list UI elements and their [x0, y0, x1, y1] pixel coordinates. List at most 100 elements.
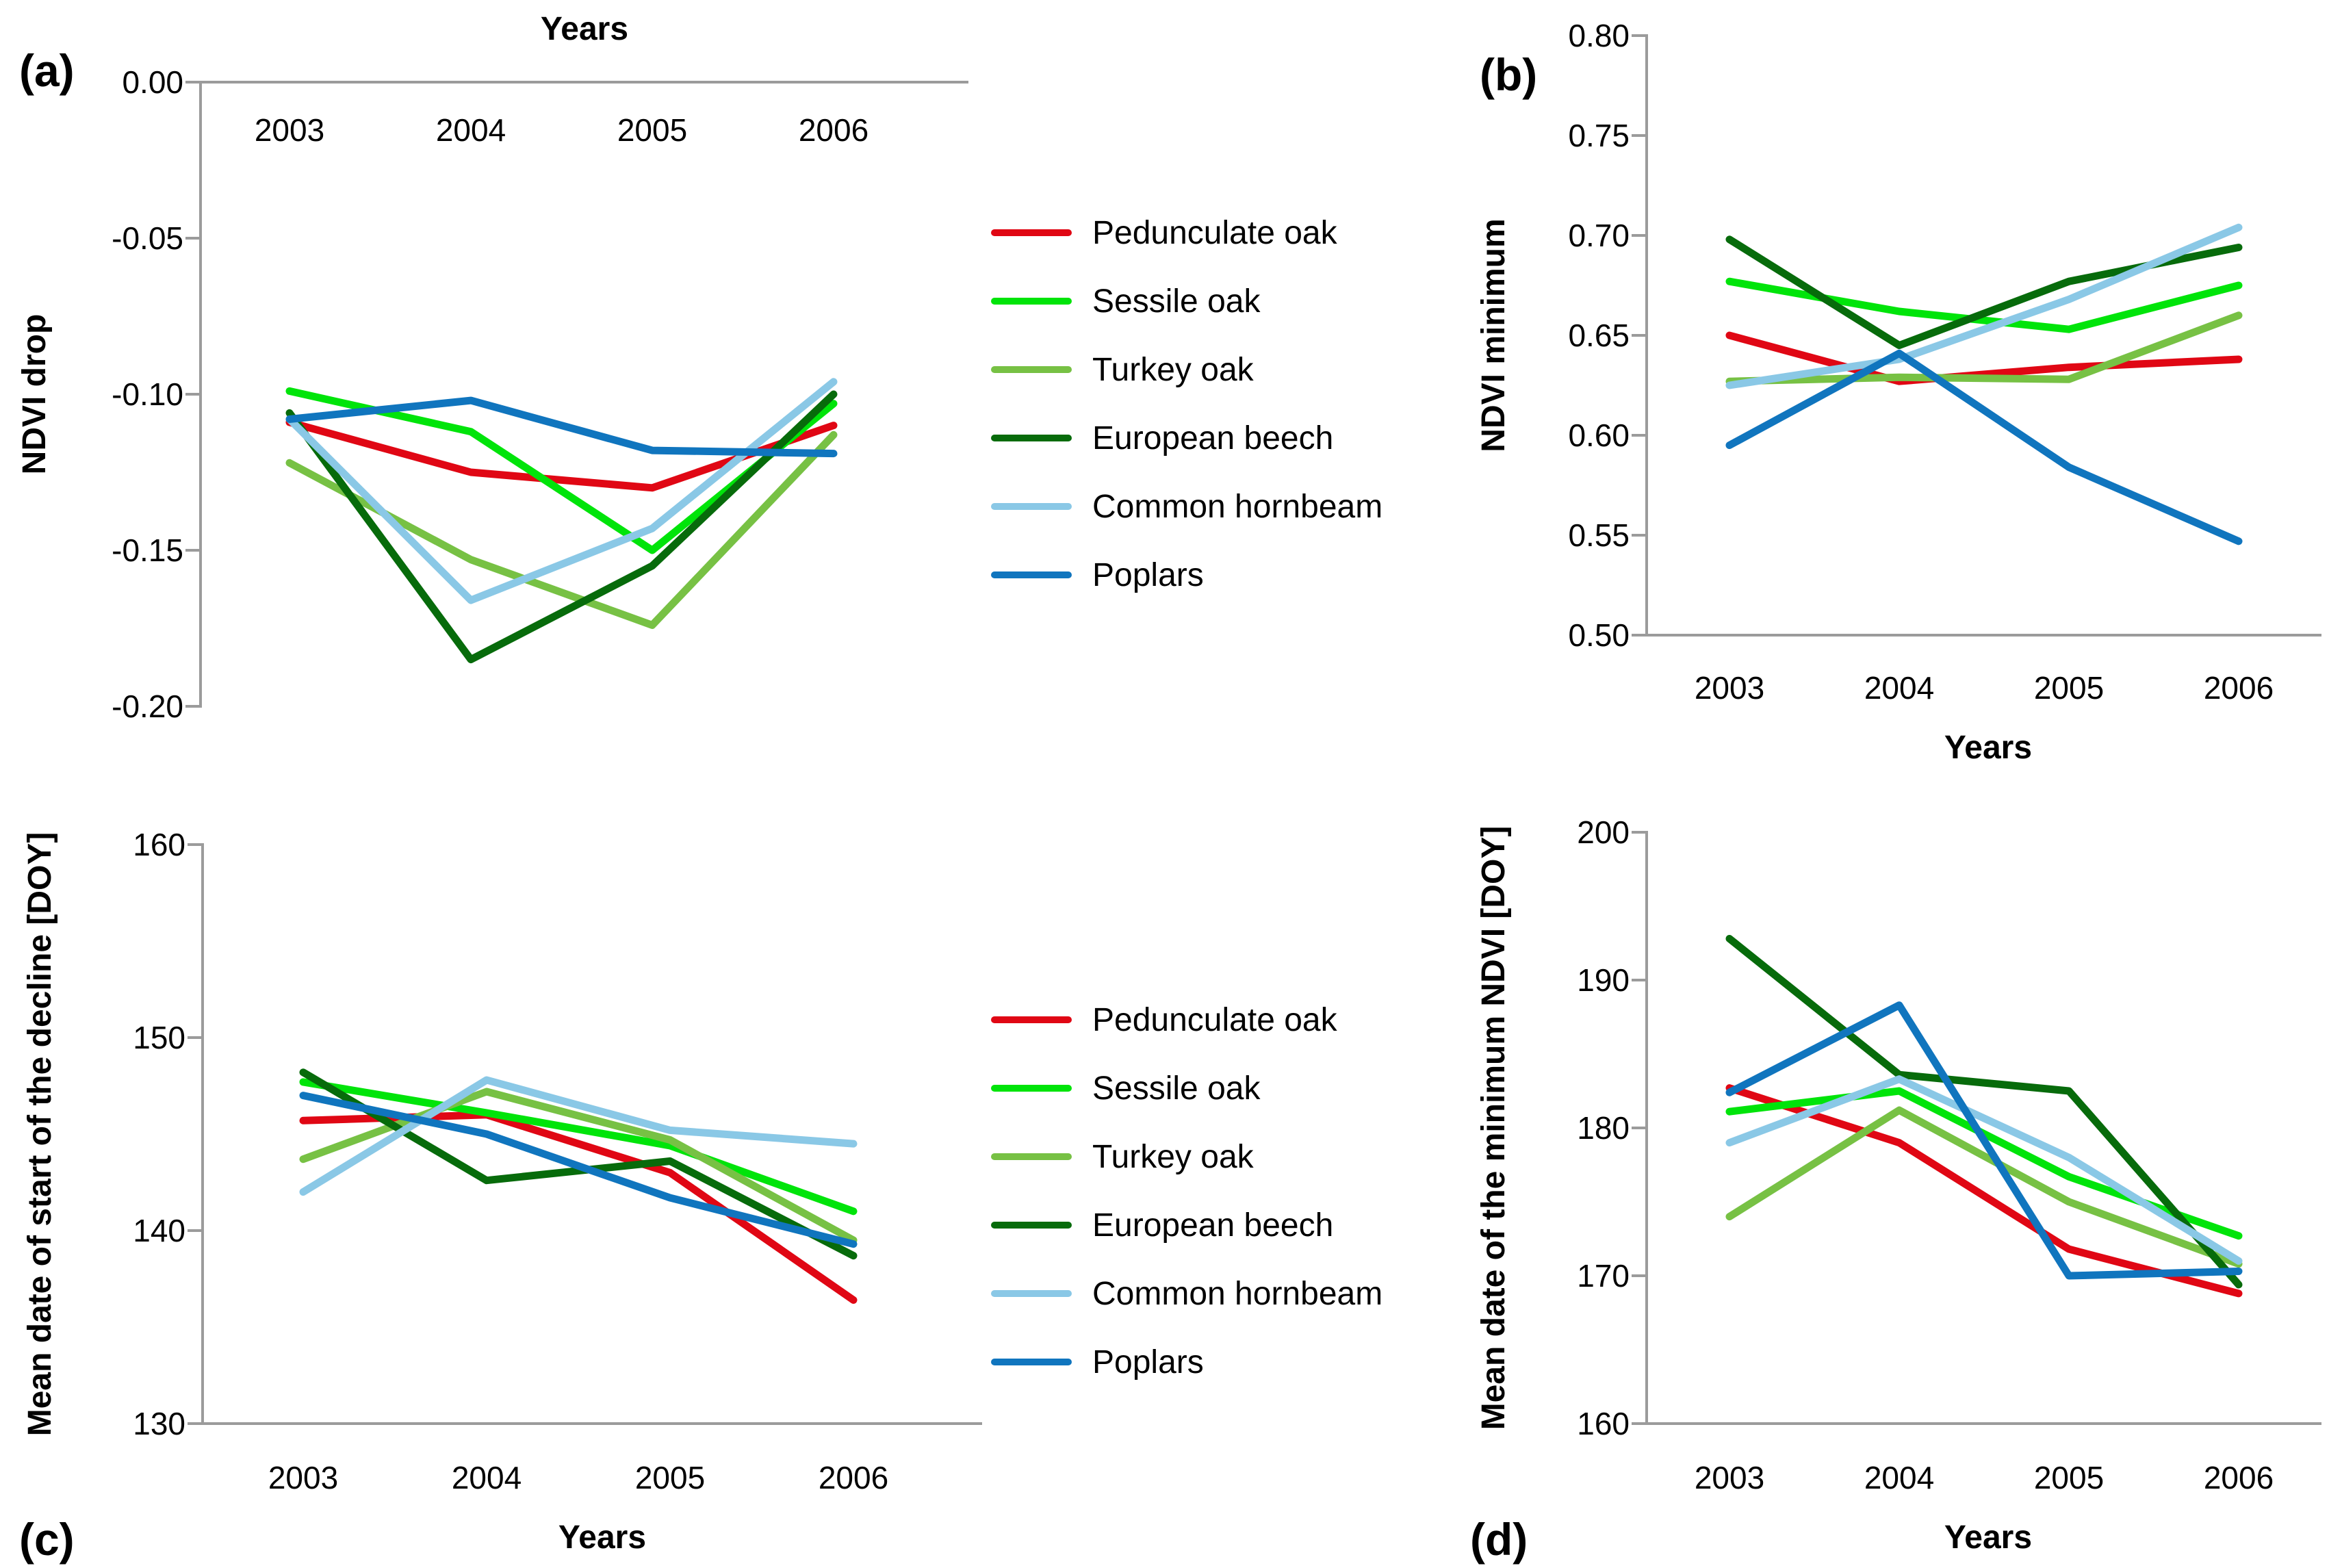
- legend-label-poplars: Poplars: [1092, 556, 1204, 593]
- panel-b-y-tick-label: 0.80: [1568, 18, 1630, 53]
- panel-b-x-tick-label: 2005: [2034, 670, 2104, 706]
- panel-c: 160 150 140 130 2003 2004 2005 2006 Years Mean da…: [19, 827, 982, 1565]
- panel-b-series-common-hornbeam: [1725, 223, 2243, 389]
- panel-a-y-axis-title: NDVI drop: [16, 314, 53, 475]
- legend-item-common-hornbeam: Common hornbeam: [991, 1259, 1382, 1328]
- panel-d-y-tick-label: 190: [1577, 962, 1630, 998]
- panel-d-series-common-hornbeam: [1725, 1075, 2243, 1265]
- panel-d-x-tick-label: 2006: [2204, 1460, 2274, 1495]
- panel-a-x-tick-label: 2006: [799, 112, 868, 148]
- panel-a-y-tick-label: -0.10: [112, 376, 183, 412]
- panel-b-series-pedunculate-oak: [1725, 331, 2243, 385]
- panel-c-series-sessile-oak: [299, 1078, 858, 1216]
- legend-swatch-common-hornbeam: [991, 1290, 1072, 1297]
- legend-label-sessile-oak: Sessile oak: [1092, 283, 1261, 320]
- legend-item-poplars: Poplars: [991, 1328, 1382, 1396]
- panel-b-y-tick-label: 0.75: [1568, 118, 1630, 153]
- legend-label-common-hornbeam: Common hornbeam: [1092, 1275, 1383, 1312]
- legend-swatch-european-beech: [991, 1222, 1072, 1229]
- panel-c-y-tick-label: 160: [133, 827, 185, 862]
- legend-item-turkey-oak: Turkey oak: [991, 1122, 1382, 1191]
- panel-d-y-tick-label: 170: [1577, 1258, 1630, 1294]
- panel-d-y-tick-label: 160: [1577, 1406, 1630, 1441]
- panel-b-x-axis-title: Years: [1944, 730, 2032, 766]
- legend-swatch-turkey-oak: [991, 366, 1072, 373]
- panel-b-x-tick-label: 2006: [2204, 670, 2274, 706]
- panel-b-series-turkey-oak: [1725, 311, 2243, 385]
- panel-c-letter: (c): [19, 1514, 75, 1565]
- panel-b-y-tick-label: 0.60: [1568, 417, 1630, 453]
- panel-b-y-tick-label: 0.70: [1568, 218, 1630, 253]
- panel-b-x-tick-label: 2003: [1695, 670, 1764, 706]
- panel-d-y-tick-label: 180: [1577, 1110, 1630, 1146]
- panel-c-y-tick-label: 150: [133, 1020, 185, 1055]
- panel-a-y-tick-label: -0.20: [112, 689, 183, 724]
- panel-a-y-tick-label: -0.05: [112, 220, 183, 256]
- panel-a-letter: (a): [19, 45, 75, 96]
- panel-a-x-tick-label: 2003: [255, 112, 324, 148]
- panel-d-x-axis-title: Years: [1944, 1519, 2032, 1556]
- legend-label-poplars: Poplars: [1092, 1344, 1204, 1380]
- legend-item-common-hornbeam: Common hornbeam: [991, 472, 1382, 541]
- legend-label-european-beech: European beech: [1092, 1207, 1334, 1244]
- panel-a-x-tick-label: 2005: [617, 112, 687, 148]
- legend-top: Pedunculate oak Sessile oak Turkey oak E…: [991, 198, 1382, 609]
- legend-swatch-pedunculate-oak: [991, 229, 1072, 236]
- panel-a-series-european-beech: [285, 390, 838, 664]
- panel-d-x-tick-label: 2003: [1695, 1460, 1764, 1495]
- legend-item-turkey-oak: Turkey oak: [991, 335, 1382, 404]
- panel-c-x-tick-label: 2004: [452, 1460, 522, 1495]
- panel-d-x-tick-label: 2004: [1864, 1460, 1934, 1495]
- legend-swatch-poplars: [991, 571, 1072, 578]
- legend-item-european-beech: European beech: [991, 404, 1382, 472]
- legend-label-pedunculate-oak: Pedunculate oak: [1092, 214, 1337, 251]
- panel-a-x-tick-label: 2004: [436, 112, 506, 148]
- panel-c-y-tick-label: 130: [133, 1406, 185, 1441]
- panel-b-letter: (b): [1480, 49, 1537, 100]
- legend-label-pedunculate-oak: Pedunculate oak: [1092, 1001, 1337, 1038]
- panel-c-x-tick-label: 2006: [819, 1460, 888, 1495]
- panel-a-y-tick-label: 0.00: [122, 64, 183, 100]
- panel-b-y-tick-label: 0.50: [1568, 617, 1630, 653]
- legend-swatch-sessile-oak: [991, 298, 1072, 305]
- panel-c-x-axis-title: Years: [558, 1519, 646, 1556]
- panel-c-series-common-hornbeam: [299, 1076, 858, 1196]
- legend-item-pedunculate-oak: Pedunculate oak: [991, 198, 1382, 267]
- legend-swatch-sessile-oak: [991, 1085, 1072, 1092]
- legend-item-sessile-oak: Sessile oak: [991, 1054, 1382, 1122]
- panel-b-series-poplars: [1725, 349, 2243, 545]
- panel-d-letter: (d): [1470, 1514, 1528, 1565]
- panel-a: 0.00 -0.05 -0.10 -0.15 -0.20 2003 2004 2005 2006…: [16, 11, 968, 724]
- panel-d-series-european-beech: [1725, 935, 2243, 1289]
- panel-d: 200 190 180 170 160 2003 2004 2005 2006 Years Mean…: [1470, 814, 2321, 1565]
- panel-d-x-tick-label: 2005: [2034, 1460, 2104, 1495]
- panel-b: 0.80 0.75 0.70 0.65 0.60 0.55 0.50 2003 2004 2005…: [1476, 18, 2321, 766]
- panel-b-y-tick-label: 0.55: [1568, 517, 1630, 553]
- panel-d-series-poplars: [1725, 1001, 2243, 1280]
- panel-c-y-axis-title: Mean date of start of the decline [DOY]: [22, 832, 58, 1437]
- panel-b-x-tick-label: 2004: [1864, 670, 1934, 706]
- legend-swatch-turkey-oak: [991, 1153, 1072, 1160]
- panel-d-series-turkey-oak: [1725, 1106, 2243, 1268]
- legend-item-sessile-oak: Sessile oak: [991, 267, 1382, 335]
- legend-label-turkey-oak: Turkey oak: [1092, 351, 1254, 388]
- panel-a-series-poplars: [285, 396, 838, 458]
- panel-c-series-european-beech: [299, 1068, 858, 1260]
- legend-swatch-european-beech: [991, 435, 1072, 441]
- panel-d-y-axis-title: Mean date of the minimum NDVI [DOY]: [1476, 826, 1512, 1430]
- panel-d-y-tick-label: 200: [1577, 814, 1630, 850]
- panel-b-y-axis-title: NDVI minimum: [1476, 218, 1512, 452]
- legend-item-european-beech: European beech: [991, 1191, 1382, 1259]
- legend-item-pedunculate-oak: Pedunculate oak: [991, 986, 1382, 1054]
- panel-c-y-tick-label: 140: [133, 1213, 185, 1248]
- legend-label-turkey-oak: Turkey oak: [1092, 1138, 1254, 1175]
- panel-c-x-tick-label: 2005: [635, 1460, 705, 1495]
- legend-swatch-poplars: [991, 1359, 1072, 1365]
- panel-c-x-tick-label: 2003: [268, 1460, 338, 1495]
- legend-swatch-common-hornbeam: [991, 503, 1072, 510]
- panel-b-y-tick-label: 0.65: [1568, 318, 1630, 353]
- panel-a-y-tick-label: -0.15: [112, 532, 183, 568]
- legend-bottom: Pedunculate oak Sessile oak Turkey oak E…: [991, 986, 1382, 1396]
